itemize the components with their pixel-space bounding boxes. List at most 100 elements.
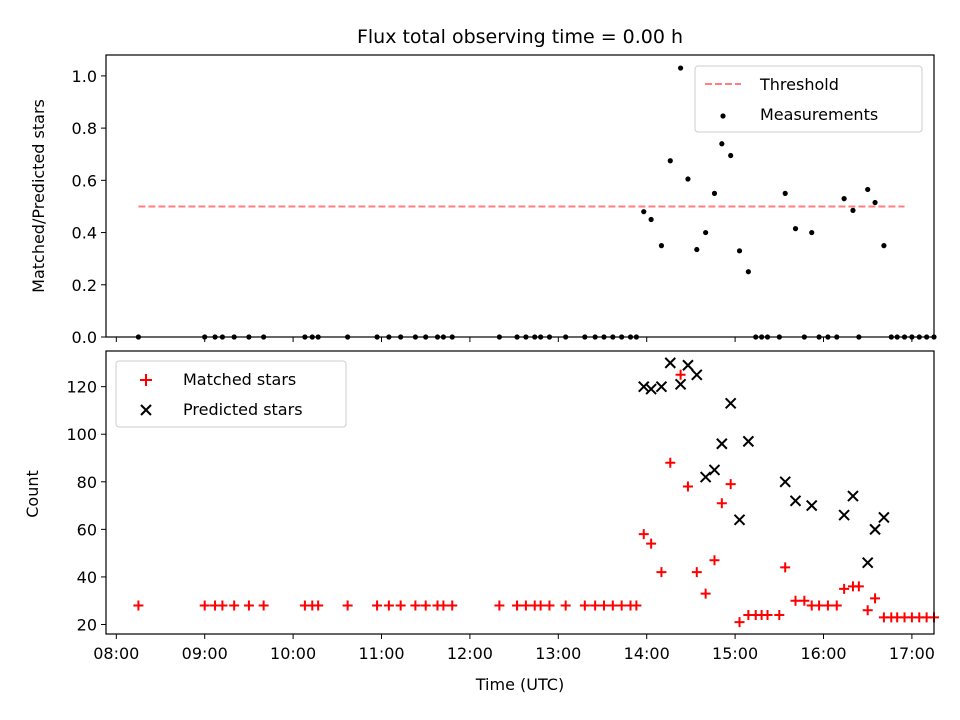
bottom-axes-frame <box>105 350 935 635</box>
matched-star-point <box>822 600 833 611</box>
bottom-x-tick-label: 12:00 <box>447 644 493 663</box>
top-y-tick-label: 1.0 <box>72 67 97 86</box>
bottom-x-tick-label: 11:00 <box>358 644 404 663</box>
predicted-star-point <box>847 490 859 502</box>
top-y-tick-label: 0.4 <box>72 224 97 243</box>
matched-star-point <box>590 600 601 611</box>
top-panel: 0.0 0.2 0.4 0.6 0.8 1.0 Matched/Predicted sta… <box>29 54 937 347</box>
measurement-point <box>850 207 856 213</box>
top-marks <box>135 65 937 340</box>
predicted-star-point <box>861 556 874 569</box>
predicted-star-point <box>838 509 850 521</box>
matched-star-point <box>762 609 773 620</box>
measurement-point <box>809 229 815 236</box>
predicted-star-point <box>724 397 737 410</box>
matched-star-point <box>862 605 873 616</box>
bottom-y-tick-label: 100 <box>66 425 97 444</box>
x-axis-label: Time (UTC) <box>475 675 564 694</box>
matched-star-point <box>831 600 842 611</box>
matched-star-point <box>682 481 693 492</box>
matched-star-point <box>229 600 240 611</box>
matched-star-point <box>734 617 745 628</box>
matched-star-point <box>383 600 394 611</box>
matched-star-point <box>520 600 531 611</box>
predicted-star-point <box>691 369 703 381</box>
matched-star-point <box>700 588 711 599</box>
matched-star-point <box>199 600 210 611</box>
matched-star-point <box>494 600 505 611</box>
predicted-star-point <box>878 511 890 524</box>
top-x-ticks <box>115 337 913 342</box>
bottom-x-tick-label: 15:00 <box>712 644 758 663</box>
matched-star-point <box>313 600 324 611</box>
measurement-point <box>872 199 878 206</box>
measurement-point <box>694 246 700 253</box>
bottom-y-axis-label: Count <box>23 470 42 518</box>
bottom-x-tick-label: 13:00 <box>535 644 581 663</box>
matched-star-point <box>814 600 825 611</box>
bottom-y-tick-label: 40 <box>77 568 97 587</box>
matched-star-point <box>560 600 571 611</box>
matched-star-point <box>535 600 546 611</box>
measurement-point <box>841 196 847 202</box>
measurement-point <box>641 209 647 215</box>
matched-legend-label: Matched stars <box>183 370 296 389</box>
predicted-star-point <box>638 380 650 393</box>
predicted-star-point <box>699 471 712 483</box>
measurement-point <box>881 243 887 249</box>
matched-star-point <box>631 600 642 611</box>
top-y-tick-label: 0.8 <box>72 119 97 138</box>
bottom-legend-box <box>115 360 347 428</box>
matched-star-point <box>395 600 406 611</box>
bottom-x-tick-label: 08:00 <box>93 644 139 663</box>
measurement-point <box>745 269 751 275</box>
measurement-point <box>667 158 673 164</box>
matched-star-point <box>372 600 383 611</box>
bottom-y-tick-label: 80 <box>77 473 97 492</box>
bottom-legend: Matched stars Predicted stars <box>115 360 347 428</box>
predicted-star-point <box>664 357 676 369</box>
matched-star-point <box>839 583 850 594</box>
matched-star-point <box>675 369 686 380</box>
matched-star-point <box>774 609 785 620</box>
matched-star-point <box>258 600 269 611</box>
matched-star-point <box>420 600 431 611</box>
matched-star-point <box>512 600 523 611</box>
matched-star-point <box>447 600 458 611</box>
bottom-y-tick-label: 60 <box>77 520 97 539</box>
matched-star-point <box>616 600 627 611</box>
measurement-point <box>728 152 734 159</box>
matched-star-point <box>716 498 727 509</box>
measurement-point <box>719 141 725 147</box>
predicted-star-point <box>806 499 818 512</box>
bottom-y-tick-label: 120 <box>66 378 97 397</box>
bottom-y-tick-label: 20 <box>77 615 97 634</box>
top-legend-box <box>694 65 923 133</box>
measurement-point <box>792 226 799 232</box>
matched-star-point <box>579 600 590 611</box>
predicted-star-point <box>733 514 746 526</box>
bottom-x-tick-label: 14:00 <box>624 644 670 663</box>
predicted-legend-swatch <box>140 404 152 416</box>
bottom-x-tick-label: 17:00 <box>889 644 935 663</box>
measurement-point <box>703 229 709 236</box>
predicted-star-point <box>655 380 668 393</box>
predicted-star-point <box>708 464 721 476</box>
top-y-tick-label: 0.2 <box>72 276 97 295</box>
matched-star-point <box>217 600 228 611</box>
matched-star-point <box>853 581 864 592</box>
matched-star-point <box>607 600 618 611</box>
matched-star-point <box>342 600 353 611</box>
top-y-axis-label: Matched/Predicted stars <box>29 99 48 293</box>
matched-star-point <box>410 600 421 611</box>
matched-star-point <box>691 567 702 578</box>
matched-star-point <box>725 479 736 490</box>
bottom-marks <box>133 357 939 628</box>
matched-star-point <box>656 567 667 578</box>
matched-star-point <box>133 600 144 611</box>
top-y-tick-label: 0.6 <box>72 171 97 190</box>
bottom-x-tick-label: 10:00 <box>270 644 316 663</box>
predicted-star-point <box>682 359 694 371</box>
matched-star-point <box>438 600 449 611</box>
